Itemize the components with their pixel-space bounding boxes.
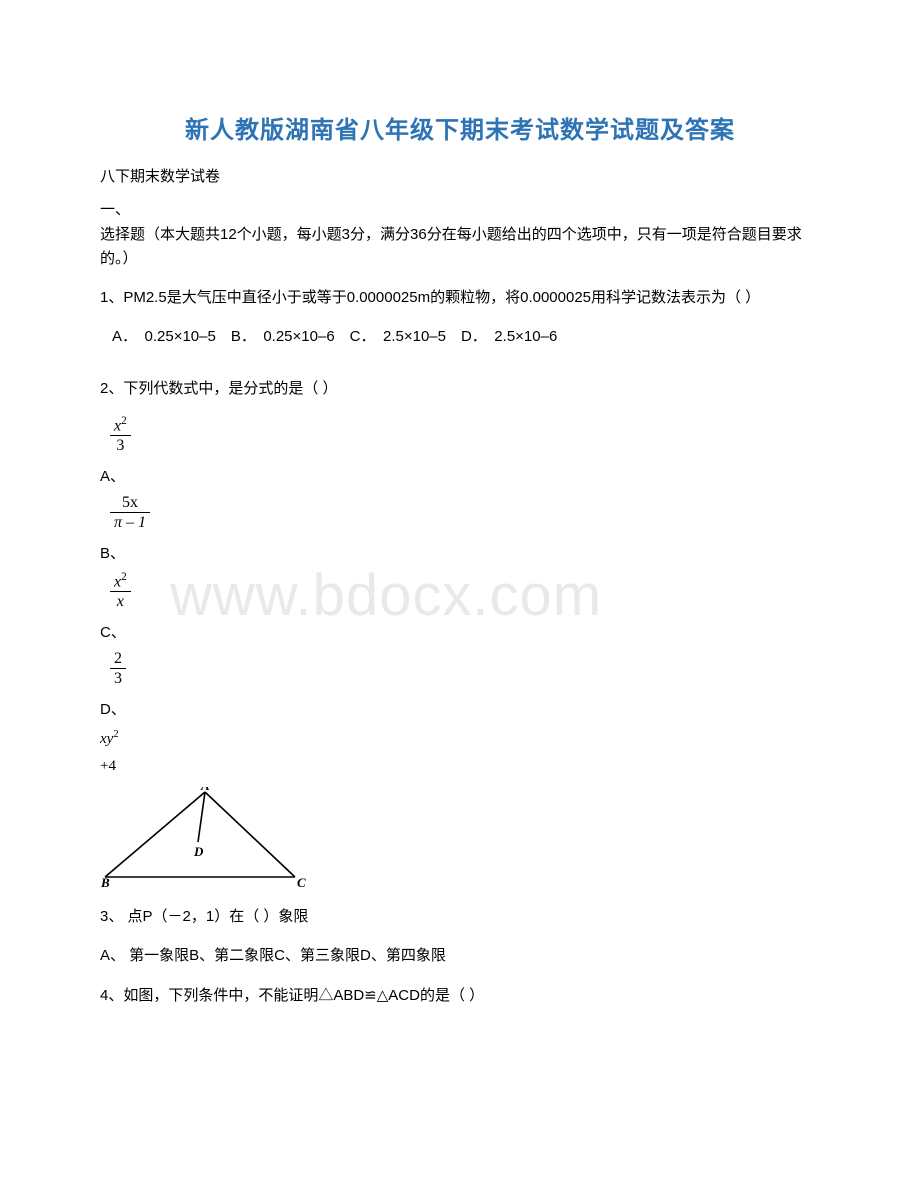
q4-text: 4、如图，下列条件中，不能证明△ABD≌△ACD的是（ ） [100,983,820,1009]
q1-text: 1、PM2.5是大气压中直径小于或等于0.0000025m的颗粒物，将0.000… [100,285,820,311]
q2-label-c: C、 [100,621,126,642]
doc-title: 新人教版湖南省八年级下期末考试数学试题及答案 [100,110,820,145]
q2-label-d: D、 [100,698,126,719]
q2-extra-xy2: xy2 [100,729,820,748]
document-content: 新人教版湖南省八年级下期末考试数学试题及答案 八下期末数学试卷 一、 选择题（本… [100,110,820,1008]
svg-text:A: A [200,787,210,793]
q2-option-d: 2 3 D、 [100,650,820,719]
svg-text:B: B [100,875,110,887]
q2-frac-a: x2 3 [110,415,131,455]
q2-frac-b: 5x π – 1 [110,494,150,532]
triangle-figure: A B C D [100,787,820,892]
q2-option-c: x2 x C、 [100,571,820,642]
section-label: 一、 [100,198,820,219]
q2-text: 2、下列代数式中，是分式的是（ ） [100,376,820,402]
q1-options: A． 0.25×10–5 B． 0.25×10–6 C． 2.5×10–5 D．… [100,325,820,346]
q2-label-a: A、 [100,465,125,486]
svg-text:D: D [193,844,204,859]
q2-option-a: x2 3 A、 [100,415,820,486]
q2-extra-plus4: +4 [100,758,820,775]
q2-frac-c: x2 x [110,571,131,611]
q2-label-b: B、 [100,542,125,563]
q3-options: A、 第一象限B、第二象限C、第三象限D、第四象限 [100,943,820,969]
q2-option-b: 5x π – 1 B、 [100,494,820,563]
triangle-svg: A B C D [100,787,310,887]
section-desc: 选择题（本大题共12个小题，每小题3分，满分36分在每小题给出的四个选项中，只有… [100,223,820,271]
doc-subtitle: 八下期末数学试卷 [100,165,820,186]
svg-text:C: C [297,875,306,887]
q2-frac-d: 2 3 [110,650,126,688]
q3-text: 3、 点P（－2，1）在（ ）象限 [100,904,820,930]
